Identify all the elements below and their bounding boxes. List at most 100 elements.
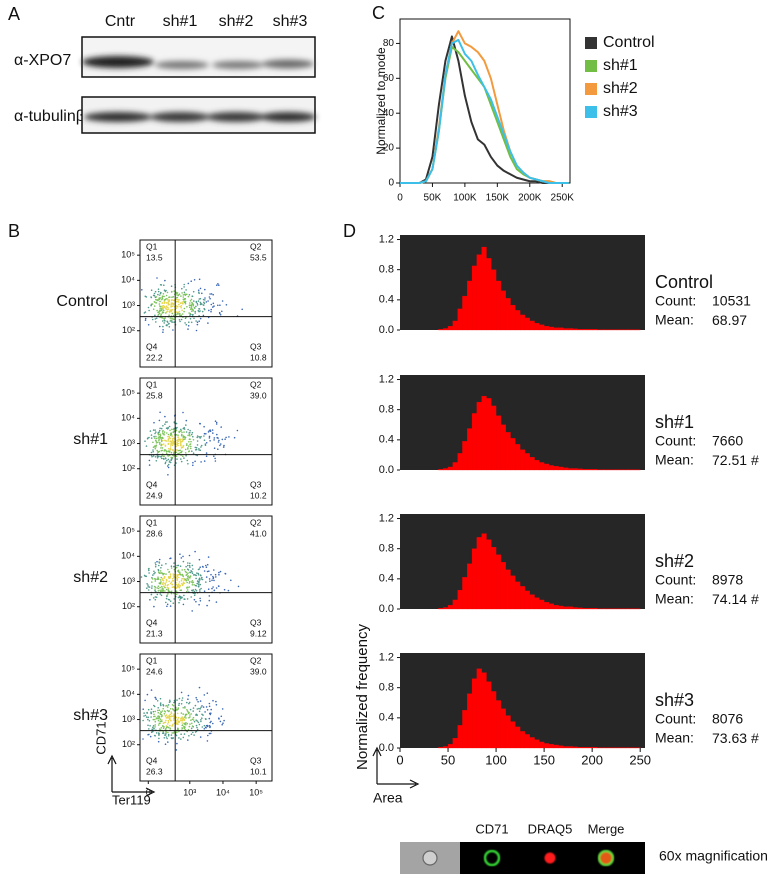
cell-dot	[219, 314, 222, 316]
x-tick-label: 50K	[424, 193, 442, 204]
cell-dot	[166, 297, 169, 300]
histogram-bar	[577, 468, 583, 471]
cell-dot	[169, 432, 172, 435]
cell-dot	[186, 444, 188, 447]
cell-dot	[175, 307, 178, 309]
cell-dot	[147, 586, 149, 588]
cell-dot	[198, 278, 201, 281]
cell-dot	[152, 725, 155, 727]
sample-label: sh#2	[655, 551, 694, 571]
cell-dot	[161, 710, 164, 712]
cell-dot	[170, 557, 172, 559]
cell-dot	[189, 576, 191, 578]
cell-dot	[155, 298, 157, 301]
cell-dot	[203, 694, 206, 696]
cell-dot	[196, 304, 199, 306]
cell-dot	[192, 589, 194, 591]
cell-dot	[175, 734, 178, 737]
cell-dot	[187, 295, 190, 298]
cell-dot	[162, 703, 164, 706]
quadrant-percent: 9.12	[250, 628, 267, 638]
histogram-bar	[443, 607, 449, 610]
y-tick-label: 10⁴	[121, 551, 135, 561]
cell-dot	[164, 715, 167, 717]
antibody-label: α-XPO7	[14, 52, 71, 69]
cell-dot	[163, 284, 165, 287]
cell-dot	[185, 424, 187, 426]
cell-dot	[184, 438, 186, 440]
cell-dot	[158, 429, 161, 432]
histogram-bar	[510, 575, 516, 610]
cell-dot	[177, 294, 180, 297]
cell-dot	[165, 421, 167, 423]
cell-dot	[149, 430, 152, 432]
cell-dot	[164, 307, 167, 309]
cell-dot	[168, 714, 170, 717]
cell-dot	[188, 441, 190, 443]
mean-value: 68.97	[712, 312, 747, 328]
cell-dot	[225, 304, 228, 306]
cell-dot	[167, 304, 170, 306]
cell-dot	[158, 303, 161, 305]
cell-dot	[164, 449, 167, 451]
cell-dot	[164, 461, 167, 464]
cell-dot	[159, 436, 162, 439]
cell-dot	[188, 564, 191, 567]
cell-dot	[212, 302, 215, 305]
cell-dot	[160, 567, 162, 569]
cell-dot	[200, 720, 202, 723]
cell-dot	[172, 443, 175, 445]
cell-dot	[203, 301, 205, 304]
cell-dot	[182, 575, 184, 578]
cell-dot	[198, 686, 201, 689]
cell-dot	[213, 439, 215, 441]
histogram-bar	[524, 590, 530, 610]
cell-dot	[143, 715, 145, 717]
cell-dot	[196, 726, 198, 729]
cell-draq5	[544, 852, 556, 864]
cell-dot	[173, 430, 175, 433]
cell-dot	[208, 717, 211, 720]
cell-dot	[201, 705, 203, 707]
cell-dot	[184, 448, 187, 451]
cell-dot	[178, 702, 180, 705]
cell-dot	[162, 583, 164, 585]
cell-dot	[158, 709, 161, 711]
cell-dot	[164, 444, 167, 447]
cell-dot	[163, 322, 165, 324]
cell-dot	[176, 574, 178, 576]
cell-dot	[168, 577, 171, 579]
histogram-bar	[447, 744, 453, 749]
cell-dot	[197, 574, 200, 576]
cell-dot	[162, 581, 164, 584]
cell-dot	[173, 716, 175, 719]
cell-dot	[182, 717, 185, 719]
cell-dot	[187, 562, 189, 564]
cell-dot	[157, 288, 160, 291]
cell-dot	[158, 571, 160, 573]
cell-dot	[155, 437, 158, 440]
histogram-bars	[438, 246, 641, 331]
band	[82, 56, 154, 68]
cell-dot	[161, 455, 163, 457]
cell-dot	[197, 572, 200, 575]
cell-dot	[161, 564, 163, 566]
cell-dot	[192, 461, 194, 464]
cell-dot	[198, 558, 201, 561]
cell-dot	[170, 451, 173, 454]
cell-dot	[180, 691, 183, 694]
histogram-bar	[524, 317, 530, 331]
legend-swatch	[585, 106, 597, 118]
cell-dot	[176, 579, 178, 581]
y-tick-label: 10²	[122, 325, 135, 335]
cell-dot	[198, 577, 201, 580]
cell-dot	[181, 450, 183, 453]
cell-dot	[190, 306, 193, 308]
cell-dot	[183, 594, 185, 597]
histogram-bar	[577, 607, 583, 610]
cell-dot	[155, 460, 158, 462]
significance-mark: #	[751, 730, 759, 746]
cell-dot	[180, 712, 183, 714]
cell-dot	[210, 310, 212, 313]
